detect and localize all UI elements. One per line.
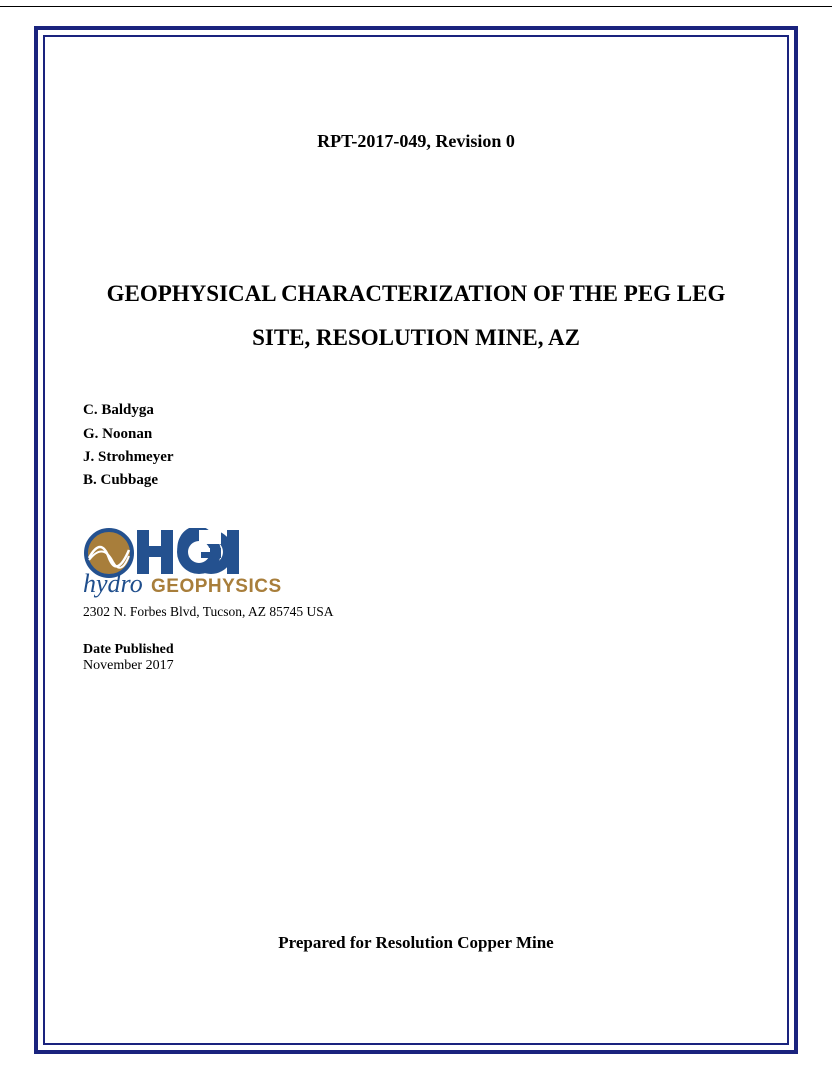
logo-sub-text: GEOPHYSICS (151, 576, 282, 597)
page-top-rule (0, 6, 832, 7)
document-title: GEOPHYSICAL CHARACTERIZATION OF THE PEG … (81, 272, 751, 359)
date-published-value: November 2017 (83, 658, 751, 674)
outer-border-frame: RPT-2017-049, Revision 0 GEOPHYSICAL CHA… (34, 26, 798, 1054)
author: B. Cubbage (83, 469, 751, 492)
author: G. Noonan (83, 423, 751, 446)
inner-border-frame: RPT-2017-049, Revision 0 GEOPHYSICAL CHA… (43, 35, 789, 1045)
prepared-for: Prepared for Resolution Copper Mine (45, 933, 787, 953)
report-id: RPT-2017-049, Revision 0 (81, 131, 751, 152)
company-address: 2302 N. Forbes Blvd, Tucson, AZ 85745 US… (83, 604, 751, 620)
author-list: C. Baldyga G. Noonan J. Strohmeyer B. Cu… (83, 399, 751, 492)
company-logo: hydro GEOPHYSICS (83, 528, 751, 600)
title-line-1: GEOPHYSICAL CHARACTERIZATION OF THE PEG … (81, 272, 751, 316)
date-published-label: Date Published (83, 642, 751, 658)
author: J. Strohmeyer (83, 446, 751, 469)
logo-script-text: hydro (83, 569, 143, 598)
hgi-logo-icon: hydro GEOPHYSICS (83, 528, 313, 600)
title-line-2: SITE, RESOLUTION MINE, AZ (81, 316, 751, 360)
publication-date-block: Date Published November 2017 (83, 642, 751, 674)
author: C. Baldyga (83, 399, 751, 422)
